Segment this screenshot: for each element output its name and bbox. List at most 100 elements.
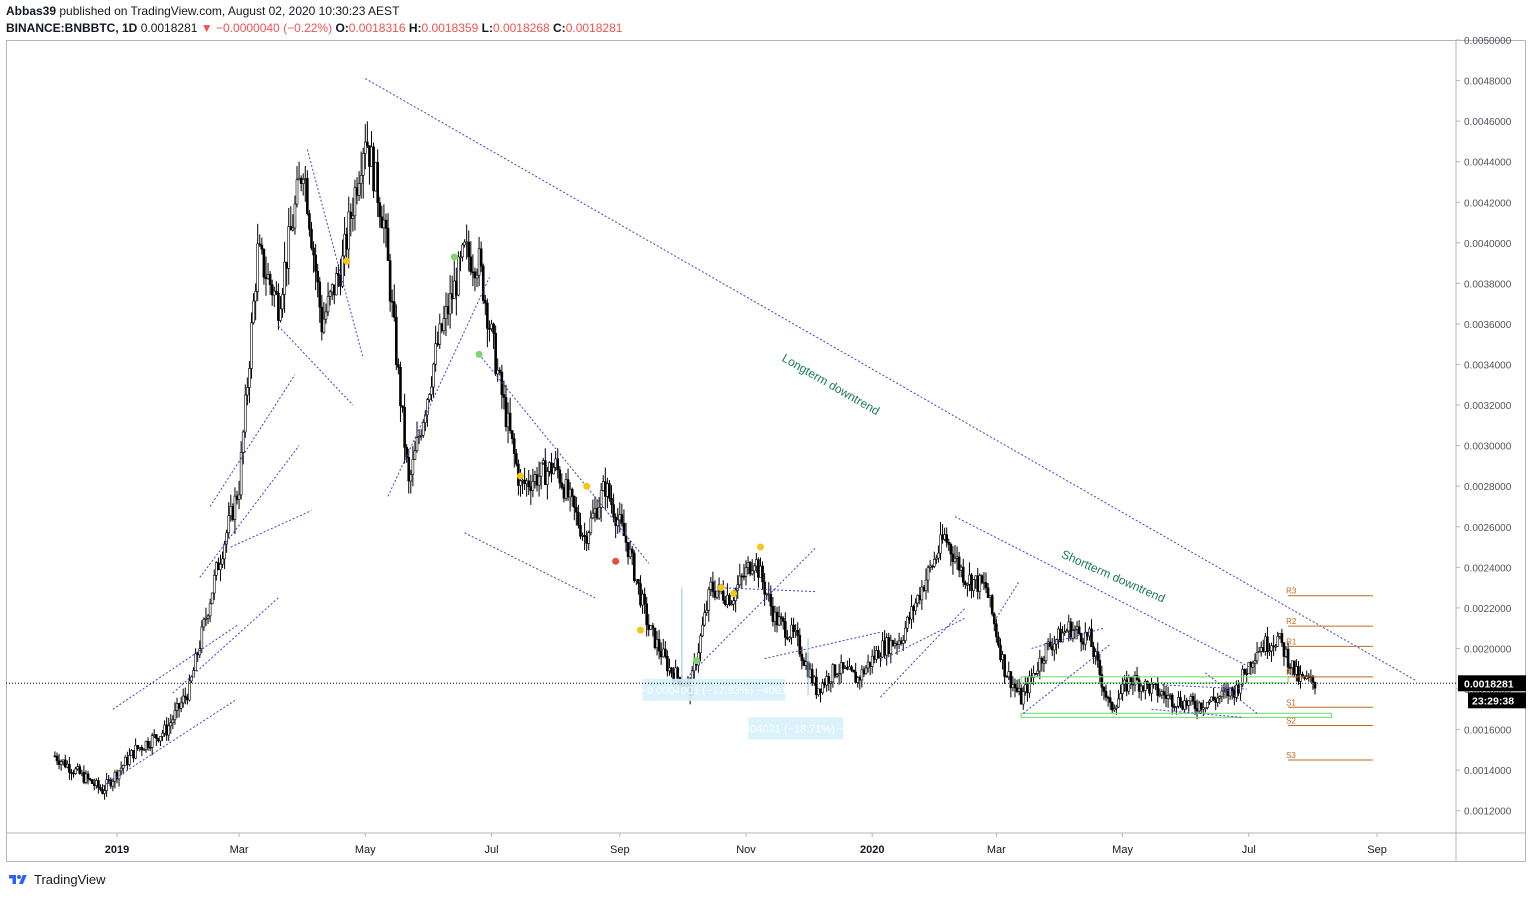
candle-body [599,490,603,508]
candle-body [593,508,597,514]
channel-line[interactable] [172,597,279,694]
candle-body [57,760,61,765]
channel-line[interactable] [880,617,966,662]
candle-body [788,637,791,640]
candle-body [467,241,471,258]
candle-body [227,515,231,534]
channel-line[interactable] [1205,672,1258,714]
candle-body [1193,700,1197,709]
channel-line[interactable] [675,546,817,690]
candle-body [1050,646,1054,651]
trend-annotation[interactable]: Longterm downtrend [780,351,882,418]
channel-line[interactable] [1022,643,1111,714]
candle-body [1104,691,1108,698]
channel-line[interactable] [717,587,817,593]
measure-box[interactable] [642,678,786,701]
candle-body [88,778,92,781]
channel-line[interactable] [478,354,650,564]
candle-body [713,591,717,598]
candle-body [1195,708,1199,712]
candle-body [1206,702,1209,709]
channel-line[interactable] [1031,627,1105,649]
support-zone[interactable] [1020,712,1333,718]
support-zone[interactable] [1020,676,1289,684]
candle-body [457,256,460,296]
candle-body [235,495,239,500]
candle-body [724,600,727,605]
y-tick-label: 0.0028000 [1464,482,1512,493]
candle-body [608,483,611,499]
candle-body [55,755,59,762]
candle-body [488,328,491,330]
candle-body [570,488,574,497]
candle-body [231,506,235,520]
candle-body [560,482,564,488]
candle-body [1150,683,1153,694]
trend-annotation[interactable]: Shortterm downtrend [1059,547,1167,605]
candle-body [237,494,241,500]
channel-line[interactable] [995,581,1020,619]
candle-body [384,219,388,229]
candle-body [643,593,646,605]
channel-line[interactable] [278,325,354,406]
footer-brand[interactable]: TradingView [34,872,106,887]
candle-body [848,666,851,670]
author-name[interactable]: Abbas39 [6,4,57,18]
candle-body [883,640,886,656]
symbol-label[interactable]: BINANCE:BNBBTC, 1D [6,21,138,35]
signal-dot [717,584,725,592]
channel-line[interactable] [387,277,490,497]
candle-body [59,761,63,765]
candle-body [355,187,359,196]
candle-body [918,595,922,601]
candle-body [879,656,882,659]
candle-body [233,495,237,520]
candle-body [357,183,361,196]
measure-box[interactable] [748,717,844,740]
candle-body [742,575,746,578]
candle-body [895,643,899,645]
trendline[interactable] [954,516,1250,668]
candle-body [1276,636,1280,647]
candle-body [1216,697,1220,703]
pivot-label: R2 [1286,617,1297,626]
candle-body [229,506,233,516]
candle-body [359,175,363,184]
channel-line[interactable] [306,149,364,359]
candle-body [1106,696,1110,699]
channel-line[interactable] [102,698,238,787]
channel-line[interactable] [764,631,881,660]
channel-line[interactable] [464,532,596,599]
candle-body [1127,677,1131,692]
channel-line[interactable] [112,623,240,710]
candle-body [1117,698,1120,708]
chart-frame[interactable] [6,40,1526,862]
candle-body [450,293,454,299]
trendline[interactable] [365,78,1417,682]
y-tick-label: 0.0034000 [1464,361,1512,372]
channel-line[interactable] [230,510,312,548]
channel-line[interactable] [880,607,966,698]
candle-body [566,479,570,498]
pivot-label: R3 [1286,587,1297,596]
candle-body [1139,685,1143,692]
candle-body [1164,694,1168,699]
channel-line[interactable] [209,374,296,507]
candle-body [198,648,202,656]
candle-body [295,179,299,205]
candle-body [130,750,133,756]
candle-body [870,655,874,667]
candle-body [72,772,75,775]
candle-body [215,562,218,576]
candle-body [409,474,413,482]
x-tick-label: Mar [987,844,1006,856]
channel-line[interactable] [1151,708,1243,718]
candle-body [221,558,224,565]
candle-body [961,566,965,583]
candle-body [535,474,539,486]
candle-body [1264,636,1267,652]
candle-body [1044,643,1048,662]
channel-line[interactable] [199,445,300,578]
signal-dot [636,626,644,634]
